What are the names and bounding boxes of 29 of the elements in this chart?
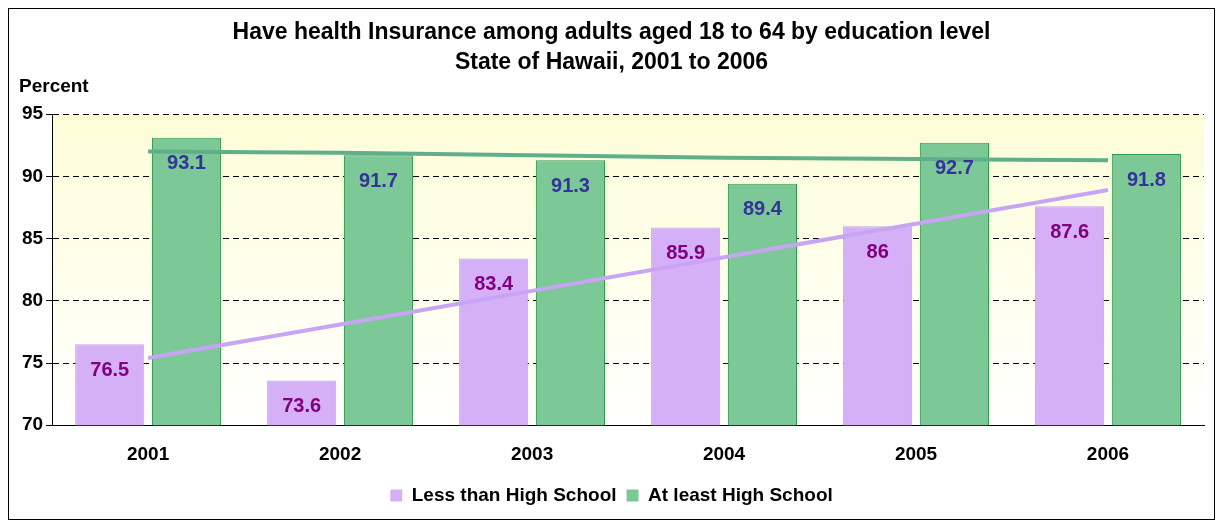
chart-subtitle: State of Hawaii, 2001 to 2006 (454, 47, 769, 74)
x-tick-label: 2003 (510, 442, 554, 464)
y-tick-label: 95 (21, 102, 44, 124)
x-tick-label: 2002 (318, 442, 362, 464)
data-label: 91.8 (1126, 167, 1166, 190)
chart-title: Have health Insurance among adults aged 18 to 64 by education level (232, 18, 991, 45)
x-tick-label: 2006 (1086, 442, 1130, 464)
data-label: 83.4 (474, 272, 515, 295)
data-label: 89.4 (742, 197, 783, 220)
data-label: 91.7 (359, 168, 398, 191)
data-label: 93.1 (167, 151, 206, 174)
legend-label: Less than High School (411, 483, 617, 505)
y-tick-label: 75 (21, 351, 44, 373)
y-tick-label: 80 (21, 289, 44, 311)
y-tick-label: 90 (21, 164, 44, 186)
data-label: 92.7 (934, 156, 974, 179)
data-label: 73.6 (282, 393, 322, 416)
y-tick-label: 70 (21, 413, 44, 435)
x-tick-label: 2005 (894, 442, 938, 464)
y-axis-title: Percent (19, 75, 89, 97)
data-label: 85.9 (666, 240, 706, 263)
x-tick-label: 2004 (702, 442, 746, 464)
data-label: 76.5 (90, 357, 130, 380)
y-tick-label: 85 (21, 226, 44, 248)
data-label: 87.6 (1050, 219, 1090, 242)
data-label: 91.3 (551, 173, 590, 196)
legend-label: At least High School (648, 483, 833, 505)
data-label: 86 (866, 239, 889, 262)
x-tick-label: 2001 (126, 442, 170, 464)
